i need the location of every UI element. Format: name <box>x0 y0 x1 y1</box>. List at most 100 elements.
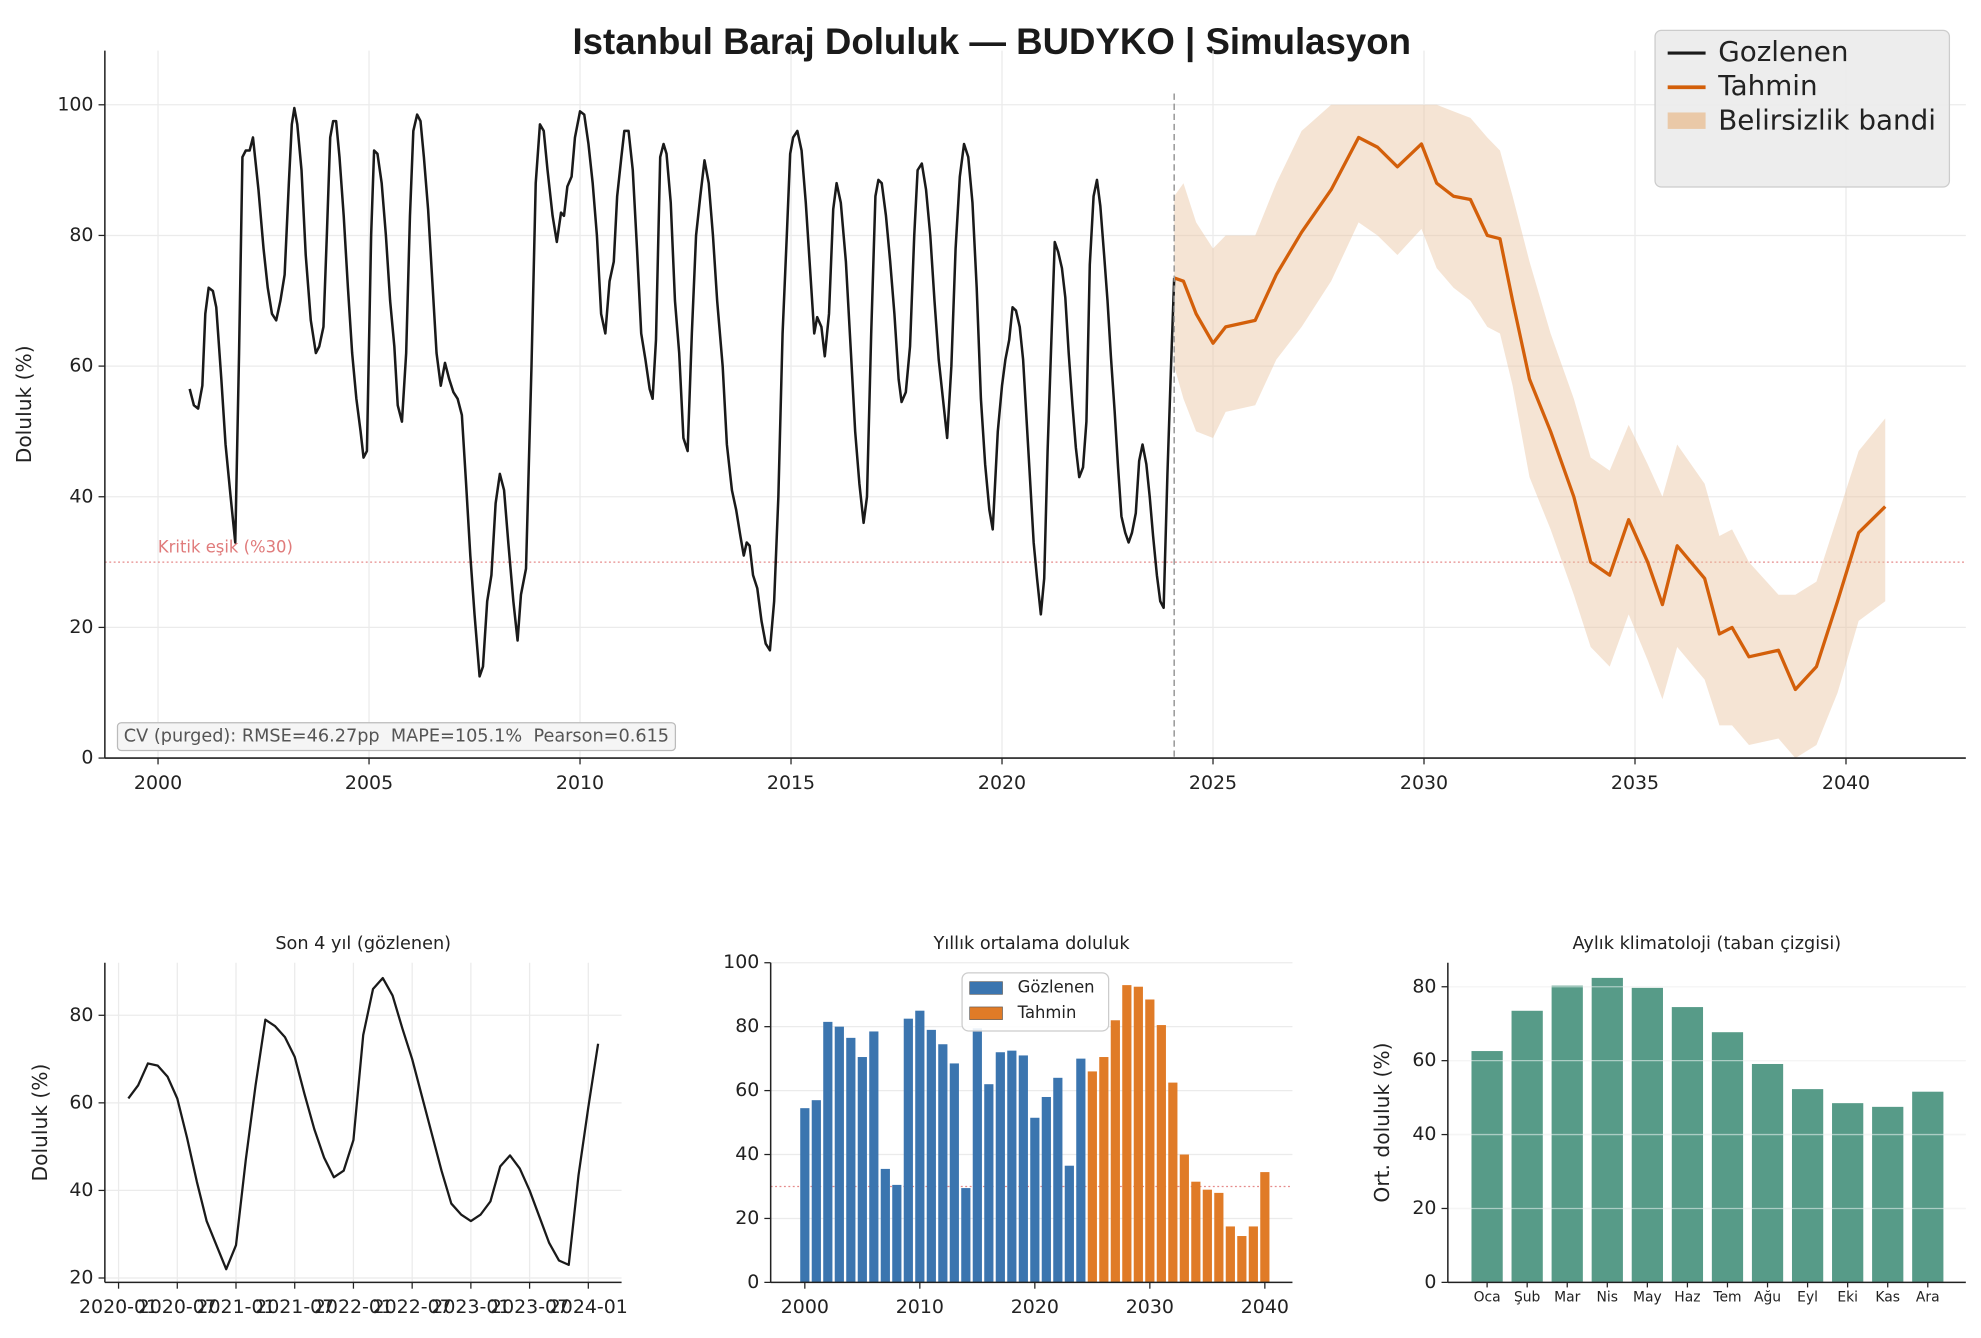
bar <box>800 1108 810 1283</box>
legend-label: Gozlenen <box>1718 35 1848 68</box>
y-tick-label: 100 <box>57 93 93 115</box>
bar <box>834 1026 844 1283</box>
y-axis-label: Doluluk (%) <box>28 1064 52 1182</box>
chart-panel: Son 4 yıl (gözlenen) Doluluk (%) 20 40 60 80 2… <box>28 934 628 1318</box>
bar <box>880 1168 890 1283</box>
x-tick-label: 2022-01 <box>314 1296 393 1318</box>
bar <box>1030 1117 1040 1283</box>
x-tick-label: 2023-07 <box>490 1296 569 1318</box>
bar <box>1751 1063 1784 1283</box>
y-axis-label: Ort. doluluk (%) <box>1370 1043 1394 1203</box>
bar <box>1260 1172 1270 1283</box>
y-tick-label: 80 <box>735 1015 759 1037</box>
y-tick-label: 0 <box>81 747 93 769</box>
y-tick-label: 40 <box>69 1179 93 1201</box>
x-tick-label: Tem <box>1712 1290 1741 1306</box>
bar <box>995 1052 1005 1283</box>
bar <box>1099 1057 1109 1283</box>
bar <box>1872 1106 1904 1283</box>
x-tick-label: Eyl <box>1797 1290 1818 1306</box>
bar <box>1214 1192 1224 1283</box>
x-tick-label: 2023-01 <box>431 1296 510 1318</box>
bar <box>1018 1055 1028 1283</box>
bar <box>1041 1096 1051 1283</box>
x-tick-label: 2035 <box>1611 772 1659 794</box>
bar <box>1202 1189 1212 1283</box>
x-tick-label: 2040 <box>1241 1296 1289 1318</box>
x-tick-label: 2021-07 <box>255 1296 334 1318</box>
bar <box>972 1028 982 1283</box>
x-tick-label: 2005 <box>345 772 393 794</box>
bar <box>1248 1226 1258 1283</box>
series-line <box>188 106 1176 678</box>
bar <box>823 1021 833 1283</box>
x-tick-label: Mar <box>1554 1290 1580 1306</box>
panel-title: Yıllık ortalama doluluk <box>933 934 1131 954</box>
y-tick-label: 60 <box>69 1091 93 1113</box>
bar <box>1225 1226 1235 1283</box>
bar <box>1133 986 1143 1283</box>
bar <box>857 1057 867 1283</box>
x-tick-label: 2022-07 <box>373 1296 452 1318</box>
legend-label: Gözlenen <box>1018 978 1095 997</box>
y-tick-label: 20 <box>1412 1197 1436 1219</box>
bar <box>1122 985 1132 1283</box>
panel-title: Aylık klimatoloji (taban çizgisi) <box>1573 934 1842 954</box>
y-tick-label: 40 <box>1412 1123 1436 1145</box>
x-tick-label: 2010 <box>896 1296 944 1318</box>
bar <box>949 1063 959 1283</box>
bar <box>915 1010 925 1283</box>
y-tick-label: 40 <box>69 485 93 507</box>
x-tick-label: 2020 <box>978 772 1026 794</box>
chart-title: Istanbul Baraj Doluluk — BUDYKO | Simula… <box>573 21 1412 63</box>
bar <box>938 1044 948 1283</box>
bar <box>869 1031 879 1283</box>
bar <box>1791 1089 1824 1283</box>
bar <box>1832 1103 1864 1283</box>
x-tick-label: 2021-01 <box>196 1296 275 1318</box>
bar <box>926 1029 936 1283</box>
bar <box>1053 1077 1063 1283</box>
x-tick-label: Ara <box>1916 1290 1940 1306</box>
bar <box>811 1100 821 1283</box>
x-tick-label: 2000 <box>781 1296 829 1318</box>
y-tick-label: 40 <box>735 1143 759 1165</box>
bar <box>1064 1165 1074 1283</box>
bar <box>1711 1032 1744 1283</box>
x-tick-label: 2030 <box>1126 1296 1174 1318</box>
x-tick-label: Haz <box>1674 1290 1700 1306</box>
y-tick-label: 80 <box>69 224 93 246</box>
series-line <box>127 976 600 1271</box>
bar <box>1087 1071 1097 1283</box>
x-tick-label: 2010 <box>556 772 604 794</box>
annotation: CV (purged): RMSE=46.27pp MAPE=105.1% Pe… <box>124 727 669 747</box>
series-line <box>1173 135 1887 692</box>
bar <box>1912 1091 1944 1283</box>
x-tick-label: Oca <box>1474 1290 1501 1306</box>
bar <box>1591 977 1623 1283</box>
y-axis-label: Doluluk (%) <box>12 345 36 463</box>
x-tick-label: 2020-01 <box>79 1296 158 1318</box>
y-tick-label: 20 <box>735 1207 759 1229</box>
x-tick-label: 2040 <box>1822 772 1870 794</box>
legend-swatch <box>969 1006 1003 1020</box>
bar <box>1110 1020 1120 1283</box>
y-tick-label: 60 <box>735 1079 759 1101</box>
bar <box>984 1084 994 1283</box>
panel-title: Son 4 yıl (gözlenen) <box>275 934 451 954</box>
legend-label: Belirsizlik bandi <box>1718 103 1936 136</box>
bar <box>903 1018 913 1283</box>
bar <box>961 1188 971 1283</box>
bar <box>1076 1058 1086 1283</box>
y-tick-label: 80 <box>69 1004 93 1026</box>
legend-swatch <box>969 981 1003 995</box>
y-tick-label: 60 <box>69 355 93 377</box>
y-tick-label: 20 <box>69 616 93 638</box>
x-tick-label: Nis <box>1597 1290 1618 1306</box>
threshold-label: Kritik eşik (%30) <box>158 538 293 557</box>
y-tick-label: 20 <box>69 1266 93 1288</box>
bar <box>1471 1051 1503 1283</box>
chart-panel: Istanbul Baraj Doluluk — BUDYKO | Simula… <box>12 21 1966 794</box>
